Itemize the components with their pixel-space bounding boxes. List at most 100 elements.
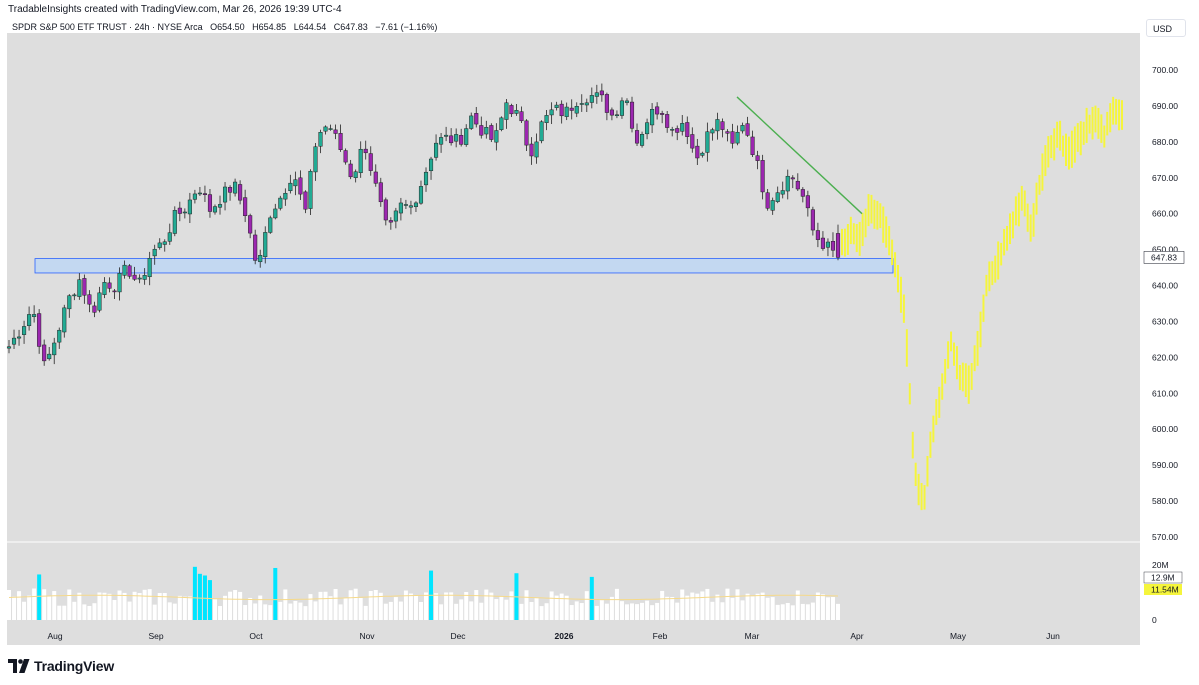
volume-bar bbox=[645, 600, 650, 620]
candle bbox=[554, 101, 559, 111]
legend-open: O654.50 bbox=[210, 22, 245, 32]
candle-body bbox=[253, 234, 258, 261]
candle bbox=[413, 201, 419, 213]
candle-body bbox=[710, 129, 715, 134]
tradingview-brand[interactable]: TradingView bbox=[8, 658, 114, 674]
candle bbox=[454, 128, 459, 148]
volume-bar bbox=[715, 594, 720, 620]
candle-body bbox=[268, 217, 273, 233]
candle bbox=[444, 126, 449, 142]
chart-svg[interactable]: 20M 0 12.9M 11.54M 700.00 690.00 680.00 670.00… bbox=[0, 0, 1199, 646]
candle-body bbox=[604, 94, 609, 113]
candle bbox=[745, 116, 750, 137]
candle-body bbox=[11, 337, 17, 345]
volume-bar bbox=[263, 604, 268, 620]
volume-bar bbox=[368, 590, 373, 620]
volume-bar bbox=[640, 602, 645, 620]
candle-body bbox=[293, 179, 298, 187]
volume-bar bbox=[504, 599, 509, 620]
candle-body bbox=[323, 126, 328, 132]
candle bbox=[700, 151, 705, 158]
last-price-box bbox=[1143, 251, 1185, 264]
candle-body bbox=[539, 121, 544, 142]
volume-bar bbox=[760, 592, 765, 620]
candle bbox=[564, 102, 569, 121]
candle-body bbox=[348, 163, 353, 178]
candle bbox=[730, 123, 735, 149]
time-tick-label: Aug bbox=[47, 631, 62, 641]
candle bbox=[222, 182, 228, 211]
candle-body bbox=[514, 110, 519, 114]
volume-bar bbox=[650, 605, 655, 620]
candle bbox=[715, 112, 720, 140]
volume-bar bbox=[218, 606, 223, 620]
candle bbox=[434, 134, 439, 161]
volume-bar bbox=[594, 605, 599, 620]
candle-body bbox=[624, 100, 630, 103]
candle-body bbox=[343, 150, 348, 163]
volume-bar bbox=[67, 589, 72, 620]
volume-bar bbox=[554, 595, 559, 620]
candle bbox=[604, 92, 609, 121]
candle bbox=[484, 120, 489, 139]
chart-area[interactable] bbox=[0, 16, 1199, 646]
volume-bar bbox=[207, 580, 212, 620]
volume-bar bbox=[424, 592, 429, 620]
candle bbox=[268, 215, 273, 234]
legend-symbol: SPDR S&P 500 ETF TRUST · 24h · NYSE Arca bbox=[12, 22, 203, 32]
currency-button[interactable]: USD bbox=[1146, 19, 1186, 37]
volume-bar bbox=[383, 603, 388, 620]
candle-body bbox=[248, 215, 253, 234]
candle bbox=[348, 159, 353, 180]
volume-bar bbox=[333, 589, 338, 620]
candle-body bbox=[117, 272, 122, 293]
candle-body bbox=[479, 125, 484, 136]
brand-name: TradingView bbox=[34, 658, 115, 674]
volume-bar bbox=[32, 588, 37, 620]
candle bbox=[775, 186, 780, 204]
volume-bar bbox=[755, 593, 760, 620]
candle-body bbox=[187, 199, 192, 215]
volume-bar bbox=[459, 599, 464, 620]
candle bbox=[574, 102, 579, 118]
volume-bar bbox=[745, 593, 750, 620]
volume-bar bbox=[740, 600, 745, 620]
candle-body bbox=[283, 192, 288, 200]
candle bbox=[16, 329, 22, 346]
volume-bar bbox=[660, 590, 665, 620]
volume-bar bbox=[177, 595, 182, 620]
volume-bar bbox=[212, 598, 217, 620]
candle bbox=[187, 192, 192, 224]
candle-body bbox=[725, 131, 730, 134]
time-tick-label: Oct bbox=[249, 631, 263, 641]
trendline-layer bbox=[736, 96, 863, 215]
volume-bar bbox=[519, 603, 524, 620]
candle bbox=[368, 146, 373, 176]
candle bbox=[504, 99, 509, 129]
candle-body bbox=[47, 353, 52, 360]
candle-body bbox=[408, 205, 413, 208]
candle bbox=[37, 309, 42, 354]
volume-bar bbox=[604, 603, 609, 620]
candle bbox=[192, 189, 197, 204]
volume-bar bbox=[87, 605, 92, 620]
time-tick-label: Dec bbox=[450, 631, 466, 641]
candle-body bbox=[614, 114, 619, 117]
volume-bar bbox=[655, 602, 660, 620]
candle bbox=[293, 171, 298, 196]
candle-body bbox=[810, 209, 815, 231]
volume-bar bbox=[142, 589, 147, 620]
candle-body bbox=[202, 193, 207, 195]
candle-body bbox=[685, 122, 690, 137]
candle bbox=[333, 124, 338, 140]
candle bbox=[253, 229, 258, 265]
candle-body bbox=[233, 181, 238, 194]
candle-body bbox=[228, 187, 233, 193]
candle-body bbox=[745, 123, 750, 136]
volume-bar bbox=[685, 595, 690, 620]
volume-bar bbox=[358, 597, 363, 620]
candle bbox=[22, 320, 27, 344]
time-tick-label: Feb bbox=[653, 631, 668, 641]
volume-bar bbox=[107, 593, 112, 620]
candle-body bbox=[152, 248, 157, 257]
